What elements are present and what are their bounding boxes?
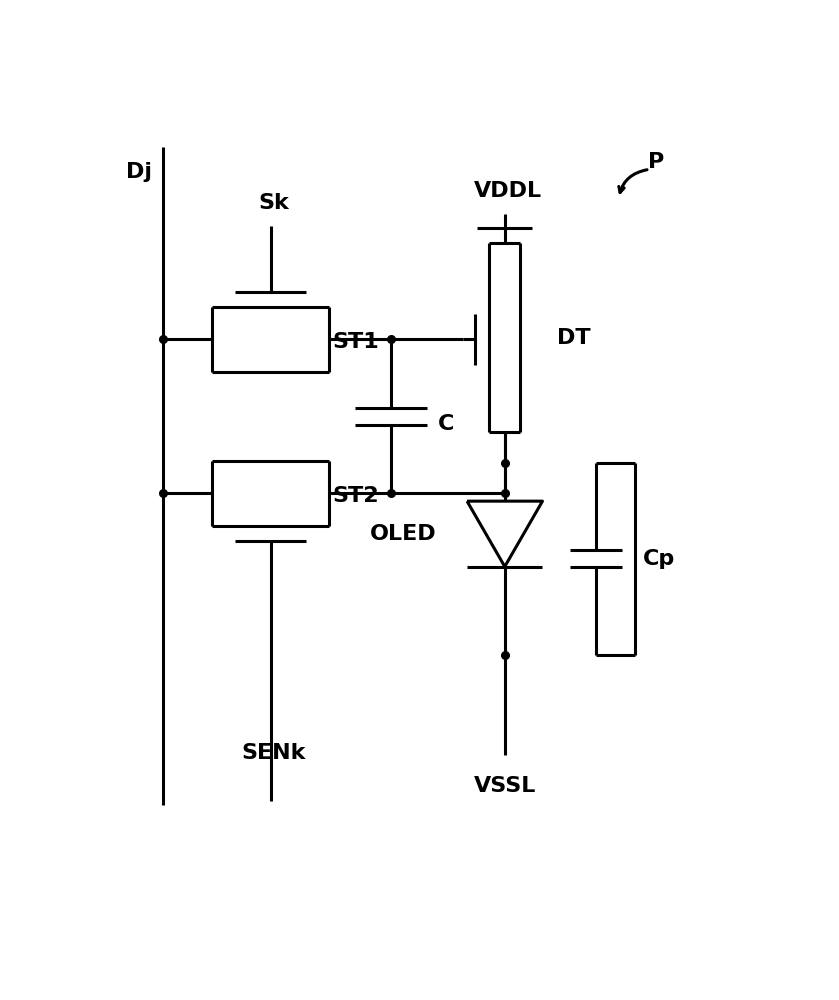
- Text: SENk: SENk: [242, 743, 306, 763]
- Text: DT: DT: [557, 328, 591, 348]
- Text: P: P: [649, 152, 664, 172]
- Text: C: C: [438, 414, 454, 434]
- Text: ST1: ST1: [332, 332, 379, 352]
- Text: Sk: Sk: [258, 193, 289, 213]
- Text: Cp: Cp: [643, 549, 675, 569]
- Text: VSSL: VSSL: [473, 776, 536, 796]
- Text: ST2: ST2: [332, 486, 379, 506]
- Polygon shape: [467, 501, 543, 567]
- Text: VDDL: VDDL: [474, 181, 542, 201]
- Text: Dj: Dj: [126, 162, 152, 182]
- Text: OLED: OLED: [370, 524, 436, 544]
